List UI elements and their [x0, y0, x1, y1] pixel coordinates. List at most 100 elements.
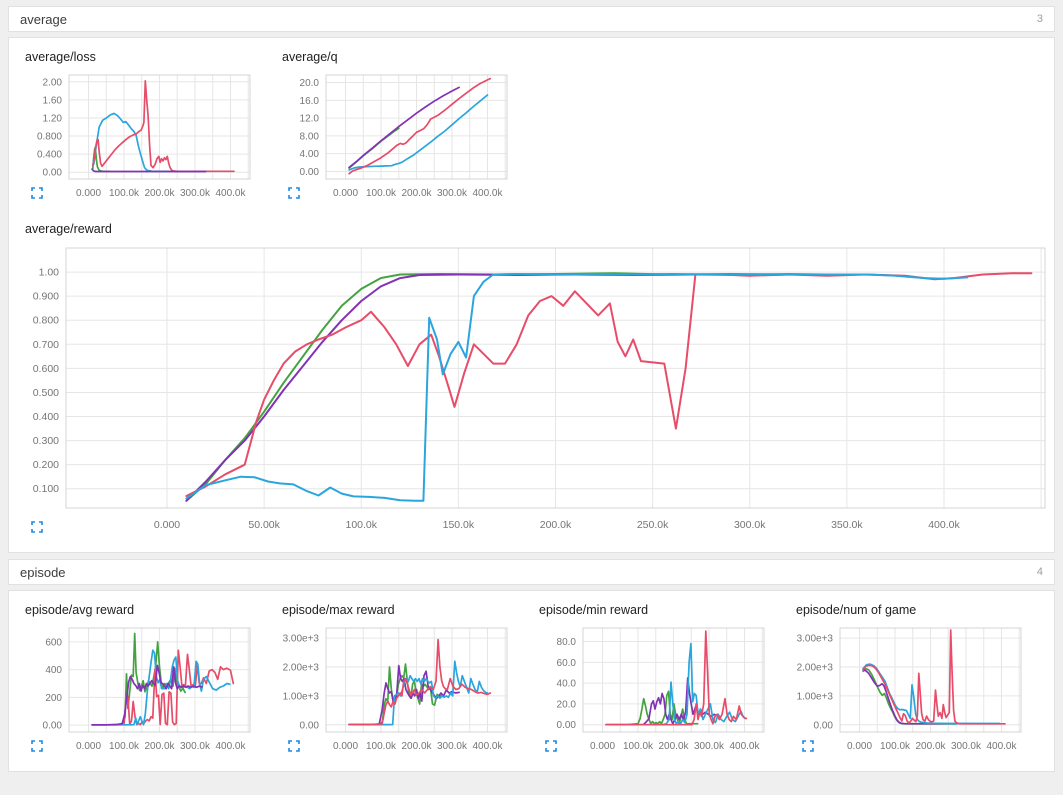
svg-text:2.00e+3: 2.00e+3 [283, 663, 320, 674]
svg-text:0.000: 0.000 [847, 741, 872, 752]
svg-text:0.200: 0.200 [33, 459, 59, 471]
svg-text:400.0k: 400.0k [472, 741, 503, 752]
svg-text:100.0k: 100.0k [109, 188, 140, 199]
svg-text:300.0k: 300.0k [694, 741, 725, 752]
expand-icon [31, 187, 43, 199]
svg-text:250.0k: 250.0k [637, 519, 669, 531]
svg-text:200.0k: 200.0k [144, 188, 175, 199]
expand-button[interactable] [288, 739, 302, 753]
svg-text:0.000: 0.000 [76, 741, 101, 752]
svg-text:80.0: 80.0 [557, 637, 577, 648]
svg-text:0.00: 0.00 [557, 720, 577, 731]
svg-text:150.0k: 150.0k [443, 519, 475, 531]
expand-icon [802, 740, 814, 752]
svg-text:300.0k: 300.0k [437, 188, 468, 199]
svg-text:12.0: 12.0 [300, 114, 320, 125]
section-title-average: average [20, 11, 67, 27]
svg-text:1.00: 1.00 [39, 267, 60, 279]
section-title-episode: episode [20, 564, 66, 580]
svg-text:100.0k: 100.0k [366, 741, 397, 752]
expand-icon [545, 740, 557, 752]
expand-button[interactable] [31, 186, 45, 200]
svg-text:2.00: 2.00 [43, 77, 63, 88]
chart-title-average-q: average/q [282, 50, 338, 64]
svg-text:400: 400 [45, 665, 62, 676]
expand-icon [288, 187, 300, 199]
svg-text:0.800: 0.800 [37, 132, 62, 143]
svg-text:0.900: 0.900 [33, 291, 59, 303]
chart-plot-episode-num-of-game[interactable]: 0.00 1.00e+3 2.00e+3 3.00e+3 0.000 100.0k 200.… [792, 623, 1032, 757]
svg-text:0.400: 0.400 [37, 150, 62, 161]
svg-text:100.0k: 100.0k [109, 741, 140, 752]
svg-text:100.0k: 100.0k [366, 188, 397, 199]
expand-button[interactable] [545, 739, 559, 753]
svg-text:400.0k: 400.0k [928, 519, 960, 531]
svg-text:350.0k: 350.0k [831, 519, 863, 531]
chart-title-average-loss: average/loss [25, 50, 96, 64]
svg-text:400.0k: 400.0k [215, 188, 246, 199]
chart-plot-episode-avg-reward[interactable]: 0.00 200 400 600 0.000 100.0k 200.0k 300.0k 400.… [21, 623, 261, 757]
svg-text:600: 600 [45, 637, 62, 648]
svg-text:200.0k: 200.0k [401, 188, 432, 199]
svg-text:100.0k: 100.0k [880, 741, 911, 752]
chart-card-average-q: average/q 0.00 4.00 8.00 12.0 16.0 20.0 0.000 1… [278, 48, 518, 204]
svg-text:400.0k: 400.0k [986, 741, 1017, 752]
svg-text:0.00: 0.00 [814, 720, 834, 731]
svg-text:0.00: 0.00 [300, 167, 320, 178]
chart-plot-episode-max-reward[interactable]: 0.00 1.00e+3 2.00e+3 3.00e+3 0.000 100.0k 200.… [278, 623, 518, 757]
svg-text:0.400: 0.400 [33, 411, 59, 423]
svg-text:0.00: 0.00 [43, 721, 63, 732]
svg-text:0.600: 0.600 [33, 363, 59, 375]
svg-text:300.0k: 300.0k [180, 188, 211, 199]
chart-title-episode-max-reward: episode/max reward [282, 603, 395, 617]
chart-card-average-loss: average/loss 0.00 0.400 0.800 1.20 1.60 2.00 0… [21, 48, 278, 204]
svg-text:0.000: 0.000 [76, 188, 101, 199]
svg-text:300.0k: 300.0k [437, 741, 468, 752]
svg-text:400.0k: 400.0k [729, 741, 760, 752]
section-header-average[interactable]: average 3 [8, 6, 1055, 32]
chart-plot-average-reward[interactable]: 0.100 0.200 0.300 0.400 0.500 0.600 0.700 0.800… [21, 242, 1047, 538]
svg-text:40.0: 40.0 [557, 679, 577, 690]
expand-button[interactable] [288, 186, 302, 200]
svg-text:0.00: 0.00 [43, 168, 63, 179]
svg-text:8.00: 8.00 [300, 131, 320, 142]
average-reward-block: average/reward 0.100 0.200 0.300 0.400 0.500… [21, 222, 1046, 538]
chart-plot-episode-min-reward[interactable]: 0.00 20.0 40.0 60.0 80.0 0.000 100.0k 200.0k 300… [535, 623, 775, 757]
expand-button[interactable] [31, 739, 45, 753]
chart-title-episode-min-reward: episode/min reward [539, 603, 649, 617]
chart-card-episode-min-reward: episode/min reward 0.00 20.0 40.0 60.0 80.0 0… [535, 601, 792, 757]
panel-episode: episode/avg reward 0.00 200 400 600 0.000 100… [8, 590, 1055, 772]
section-count-episode: 4 [1036, 566, 1043, 578]
chart-plot-average-loss[interactable]: 0.00 0.400 0.800 1.20 1.60 2.00 0.000 100.0k 200… [21, 70, 261, 204]
svg-text:50.00k: 50.00k [248, 519, 280, 531]
svg-text:0.100: 0.100 [33, 483, 59, 495]
svg-text:3.00e+3: 3.00e+3 [283, 634, 320, 645]
svg-text:200: 200 [45, 693, 62, 704]
expand-button[interactable] [802, 739, 816, 753]
chart-plot-average-q[interactable]: 0.00 4.00 8.00 12.0 16.0 20.0 0.000 100.0k 200.0… [278, 70, 518, 204]
svg-text:300.0k: 300.0k [951, 741, 982, 752]
svg-text:3.00e+3: 3.00e+3 [797, 634, 834, 645]
svg-text:400.0k: 400.0k [215, 741, 246, 752]
svg-text:1.60: 1.60 [43, 95, 63, 106]
chart-title-episode-avg-reward: episode/avg reward [25, 603, 135, 617]
svg-text:20.0: 20.0 [300, 78, 320, 89]
svg-text:400.0k: 400.0k [472, 188, 503, 199]
svg-text:200.0k: 200.0k [540, 519, 572, 531]
svg-text:1.00e+3: 1.00e+3 [797, 691, 834, 702]
chart-card-average-reward: average/reward 0.100 0.200 0.300 0.400 0.500… [21, 222, 1047, 538]
svg-text:60.0: 60.0 [557, 658, 577, 669]
svg-text:1.00e+3: 1.00e+3 [283, 691, 320, 702]
svg-text:16.0: 16.0 [300, 96, 320, 107]
section-count-average: 3 [1036, 13, 1043, 25]
chart-card-episode-max-reward: episode/max reward 0.00 1.00e+3 2.00e+3 3.0… [278, 601, 535, 757]
panel-average: average/loss 0.00 0.400 0.800 1.20 1.60 2.00 0… [8, 37, 1055, 553]
section-header-episode[interactable]: episode 4 [8, 559, 1055, 585]
episode-charts-row: episode/avg reward 0.00 200 400 600 0.000 100… [21, 601, 1046, 757]
svg-text:100.0k: 100.0k [345, 519, 377, 531]
svg-text:0.000: 0.000 [333, 188, 358, 199]
svg-text:0.800: 0.800 [33, 315, 59, 327]
svg-text:1.20: 1.20 [43, 113, 63, 124]
svg-text:200.0k: 200.0k [401, 741, 432, 752]
expand-button[interactable] [31, 520, 45, 534]
